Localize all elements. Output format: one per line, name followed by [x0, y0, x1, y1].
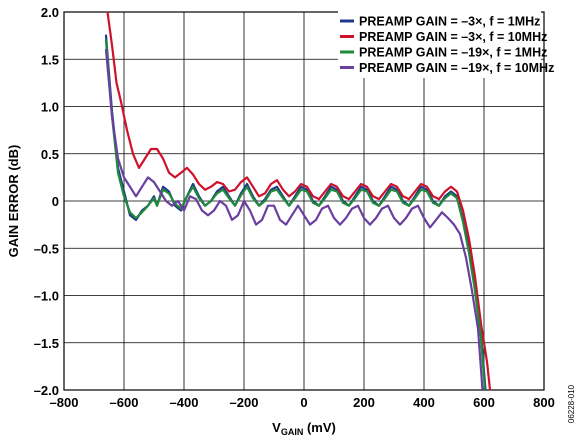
series-lines	[104, 12, 492, 390]
legend-label: PREAMP GAIN = –19×, f = 10MHz	[359, 61, 554, 75]
legend-label: PREAMP GAIN = –3×, f = 1MHz	[359, 15, 540, 29]
x-tick-label: 600	[473, 395, 495, 410]
x-axis-title-main: V	[272, 420, 281, 435]
x-tick-label: 200	[353, 395, 375, 410]
x-tick-label: –600	[110, 395, 139, 410]
y-tick-label: –0.5	[34, 241, 59, 256]
figure-id: 06228-010	[567, 384, 576, 423]
x-tick-label: –800	[50, 395, 79, 410]
x-tick-label: 800	[533, 395, 555, 410]
x-tick-label: 0	[300, 395, 307, 410]
series-line	[104, 39, 486, 390]
y-tick-label: –1.5	[34, 336, 59, 351]
x-axis-title-unit: (mV)	[303, 420, 336, 435]
x-tick-label: –400	[170, 395, 199, 410]
legend-label: PREAMP GAIN = –19×, f = 1MHz	[359, 46, 547, 60]
series-line	[104, 48, 484, 390]
y-tick-label: –1.0	[34, 289, 59, 304]
x-axis-title-sub: GAIN	[281, 427, 304, 437]
y-tick-label: 1.5	[41, 52, 59, 67]
y-axis-title: GAIN ERROR (dB)	[6, 145, 21, 258]
y-tick-label: –2.0	[34, 383, 59, 398]
tick-labels: –800 –600 –400 –200 0 200 400 600 800 2.0 1.5 1.0 0.…	[34, 5, 555, 410]
legend-background	[338, 11, 541, 78]
series-line	[106, 12, 492, 390]
y-tick-label: 0.5	[41, 147, 59, 162]
legend-label: PREAMP GAIN = –3×, f = 10MHz	[359, 30, 547, 44]
y-tick-label: 2.0	[41, 5, 59, 20]
x-tick-label: 400	[413, 395, 435, 410]
x-tick-label: –200	[230, 395, 259, 410]
grid	[64, 12, 544, 390]
y-tick-label: 1.0	[41, 100, 59, 115]
y-tick-label: 0	[52, 194, 59, 209]
x-axis-title: VGAIN (mV)	[272, 420, 336, 437]
